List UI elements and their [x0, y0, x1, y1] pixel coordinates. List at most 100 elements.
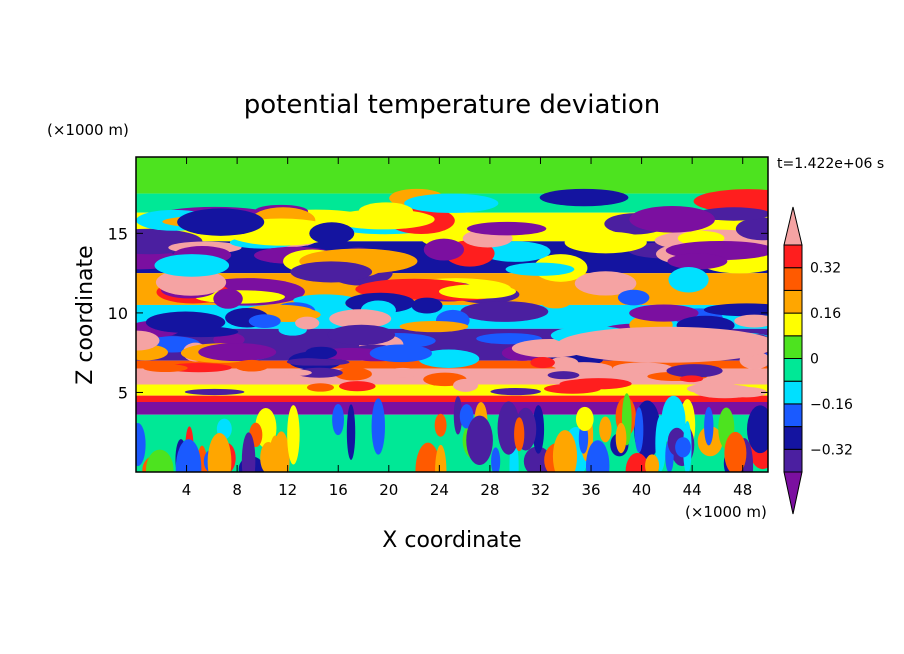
- contour-structure-120: [399, 320, 469, 333]
- contour-structure-146: [547, 371, 580, 380]
- contour-structure-219: [615, 422, 627, 454]
- x-tick-label: 12: [278, 481, 297, 499]
- plot-frame: [135, 156, 769, 473]
- contour-structure-222: [145, 449, 174, 472]
- contour-structure-204: [207, 433, 232, 472]
- contour-structure-29: [505, 262, 575, 276]
- y-tick-label: 10: [108, 304, 128, 323]
- contour-structure-211: [532, 405, 545, 454]
- contour-structure-225: [175, 439, 202, 472]
- x-axis-ticks: 4 8 12 16 20 24 28 32 36 40 44 48: [182, 157, 752, 499]
- contour-structure-84: [703, 303, 768, 317]
- contour-structure-69: [309, 222, 355, 245]
- contour-structure-151: [666, 364, 723, 378]
- contour-structure-65: [423, 238, 465, 261]
- colorbar-box-2: [783, 403, 803, 428]
- contour-structure-144: [295, 367, 343, 378]
- colorbar: [783, 206, 803, 515]
- contour-structure-183: [552, 430, 578, 472]
- contour-structure-125: [295, 316, 320, 330]
- contour-structure-64: [466, 221, 547, 236]
- x-unit-label: (×1000 m): [685, 503, 767, 521]
- contour-structure-63: [290, 261, 373, 283]
- contour-structure-220: [332, 403, 344, 436]
- x-tick-label: 16: [329, 481, 348, 499]
- contour-structure-139: [386, 367, 420, 378]
- contour-structure-215: [466, 415, 493, 466]
- contour-structure-14: [574, 271, 637, 296]
- colorbar-box-0: [783, 448, 803, 473]
- contour-structure-127: [213, 288, 243, 309]
- x-tick-label: 4: [182, 481, 192, 499]
- contour-structure-66: [154, 254, 230, 277]
- contour-structure-137: [234, 359, 270, 372]
- x-tick-label: 24: [430, 481, 449, 499]
- colorbar-tick-label: 0.32: [810, 261, 841, 277]
- contour-structure-126: [327, 324, 396, 346]
- contour-structure-67: [668, 266, 709, 293]
- contour-structure-52: [177, 208, 265, 236]
- contour-structure-110: [145, 311, 226, 333]
- contour-structure-124: [305, 346, 338, 359]
- contour-structure-189: [371, 398, 386, 455]
- contour-structure-122: [248, 314, 281, 329]
- contour-structure-57: [564, 231, 647, 254]
- contour-structure-130: [612, 362, 673, 374]
- colorbar-box-4: [783, 358, 803, 382]
- colorbar-extend-high: [783, 206, 803, 246]
- contour-structure-33: [404, 193, 499, 213]
- colorbar-tick-label: 0.16: [810, 306, 841, 322]
- contour-structure-230: [556, 326, 768, 363]
- contour-structure-185: [415, 442, 441, 472]
- contour-structure-118: [540, 295, 571, 309]
- contour-structure-167: [523, 446, 552, 472]
- y-unit-label: (×1000 m): [47, 121, 129, 139]
- contour-structure-105: [617, 289, 650, 306]
- contour-structure-70: [293, 294, 357, 307]
- contour-structure-158: [544, 383, 601, 394]
- x-tick-label: 48: [733, 481, 752, 499]
- colorbar-tick-labels: 0.32 0.16 0 −0.16 −0.32: [810, 261, 853, 459]
- contour-structure-43: [358, 202, 414, 220]
- contour-structure-89: [734, 314, 768, 328]
- contour-structure-177: [599, 416, 612, 443]
- contour-structure-98: [460, 301, 549, 322]
- contour-structure-212: [634, 407, 644, 453]
- colorbar-box-3: [783, 380, 803, 405]
- colorbar-tick-label: −0.32: [810, 442, 853, 458]
- contour-structure-198: [497, 401, 520, 455]
- colorbar-extend-low: [783, 471, 803, 515]
- colorbar-box-1: [783, 426, 803, 450]
- colorbar-box-6: [783, 312, 803, 337]
- colorbar-tick-label: −0.16: [810, 397, 853, 413]
- contour-structure-191: [655, 415, 666, 472]
- contour-structure-145: [143, 364, 188, 373]
- contour-band-0: [136, 157, 768, 194]
- x-tick-label: 8: [232, 481, 242, 499]
- contour-structure-224: [514, 417, 525, 452]
- y-axis-label: Z coordinate: [73, 245, 98, 384]
- contour-structure-217: [645, 454, 660, 472]
- contour-structure-128: [369, 344, 432, 363]
- contour-structure-228: [747, 405, 768, 454]
- contour-structure-188: [585, 440, 610, 472]
- contour-structure-121: [198, 343, 277, 362]
- contour-structure-104: [629, 304, 699, 322]
- contour-structure-133: [334, 367, 372, 381]
- colorbar-box-5: [783, 335, 803, 359]
- contour-structure-227: [241, 432, 256, 472]
- contour-structure-60: [667, 253, 728, 270]
- x-tick-label: 20: [379, 481, 398, 499]
- contour-structure-229: [434, 413, 447, 437]
- contour-structure-135: [555, 362, 613, 374]
- contour-band-10: [136, 395, 768, 402]
- x-tick-label: 32: [531, 481, 550, 499]
- x-tick-label: 40: [632, 481, 651, 499]
- contour-structure-15: [693, 189, 768, 214]
- colorbar-box-7: [783, 289, 803, 314]
- contour-structure-152: [453, 378, 479, 392]
- contour-structure-169: [346, 404, 356, 460]
- y-tick-label: 15: [108, 224, 128, 243]
- y-axis-ticks: 5 10 15: [108, 224, 768, 402]
